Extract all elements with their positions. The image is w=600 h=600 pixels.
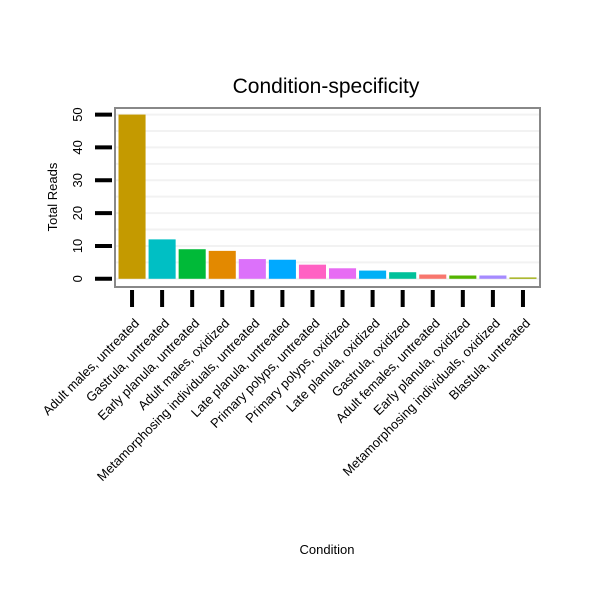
y-tick-label: 40 (70, 140, 85, 154)
grid (116, 113, 539, 280)
bar (238, 259, 266, 279)
x-axis-label: Condition (300, 542, 355, 557)
y-tick-label: 10 (70, 239, 85, 253)
bar (148, 239, 176, 279)
bar (419, 274, 447, 279)
bar (329, 268, 357, 279)
bar (268, 259, 296, 279)
y-axis-label: Total Reads (45, 162, 60, 231)
bars (118, 114, 537, 279)
plot-border (114, 107, 541, 288)
y-axis: 0 10 20 30 40 50 (70, 107, 112, 282)
y-tick-label: 20 (70, 206, 85, 220)
bar (449, 275, 477, 279)
bar (298, 264, 326, 279)
bar (389, 272, 417, 279)
bar (178, 249, 206, 279)
y-tick-label: 0 (70, 275, 85, 282)
bar (509, 277, 537, 279)
bar (118, 114, 146, 279)
y-tick-label: 30 (70, 173, 85, 187)
bar (359, 270, 387, 279)
bar (208, 250, 236, 279)
chart-title: Condition-specificity (233, 75, 420, 98)
y-tick-label: 50 (70, 107, 85, 121)
bar (479, 275, 507, 279)
